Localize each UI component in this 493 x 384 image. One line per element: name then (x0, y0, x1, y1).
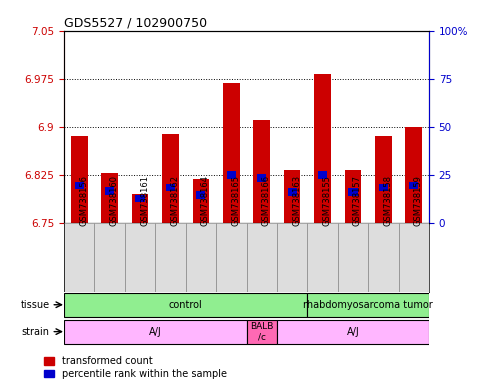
Text: GSM738162: GSM738162 (171, 175, 179, 226)
Text: GSM738157: GSM738157 (353, 175, 362, 226)
Text: GSM738163: GSM738163 (292, 175, 301, 226)
Bar (162, 134, 179, 223)
Bar (64, 320, 246, 344)
Bar (287, 188, 297, 196)
Bar (227, 171, 236, 179)
Bar (75, 182, 84, 189)
Bar (64, 293, 307, 317)
Bar (253, 120, 270, 223)
Bar (277, 320, 429, 344)
Bar (307, 293, 429, 317)
Text: strain: strain (22, 327, 49, 337)
Bar (368, 223, 398, 292)
Bar (405, 127, 422, 223)
Bar (314, 74, 331, 223)
Text: BALB
/c: BALB /c (250, 322, 274, 341)
Bar (345, 170, 361, 223)
Bar (409, 182, 418, 189)
Bar (349, 188, 357, 196)
Text: GSM738156: GSM738156 (79, 175, 88, 226)
Bar (223, 83, 240, 223)
Text: GSM738160: GSM738160 (109, 175, 119, 226)
Bar (136, 195, 144, 202)
Text: A/J: A/J (149, 327, 162, 337)
Bar (155, 223, 186, 292)
Text: GSM738164: GSM738164 (201, 175, 210, 226)
Text: A/J: A/J (347, 327, 359, 337)
Bar (196, 191, 206, 199)
Bar (186, 223, 216, 292)
Bar (277, 223, 307, 292)
Bar (102, 173, 118, 223)
Text: GDS5527 / 102900750: GDS5527 / 102900750 (64, 17, 207, 30)
Bar (125, 223, 155, 292)
Text: GSM738155: GSM738155 (322, 175, 331, 226)
Bar (95, 223, 125, 292)
Text: GSM738166: GSM738166 (262, 175, 271, 226)
Bar (193, 179, 209, 223)
Bar (318, 171, 327, 179)
Bar (379, 184, 388, 191)
Bar (64, 223, 95, 292)
Bar (257, 174, 266, 182)
Bar (375, 136, 391, 223)
Bar (105, 187, 114, 195)
Text: GSM738161: GSM738161 (140, 175, 149, 226)
Bar (216, 223, 246, 292)
Bar (398, 223, 429, 292)
Text: control: control (169, 300, 203, 310)
Bar (246, 223, 277, 292)
Text: GSM738158: GSM738158 (384, 175, 392, 226)
Text: tissue: tissue (20, 300, 49, 310)
Bar (338, 223, 368, 292)
Bar (132, 194, 148, 223)
Bar (246, 320, 277, 344)
Text: GSM738159: GSM738159 (414, 175, 423, 226)
Text: rhabdomyosarcoma tumor: rhabdomyosarcoma tumor (303, 300, 433, 310)
Bar (284, 170, 300, 223)
Bar (307, 223, 338, 292)
Text: GSM738165: GSM738165 (231, 175, 240, 226)
Bar (166, 184, 175, 191)
Legend: transformed count, percentile rank within the sample: transformed count, percentile rank withi… (44, 356, 227, 379)
Bar (71, 136, 88, 223)
